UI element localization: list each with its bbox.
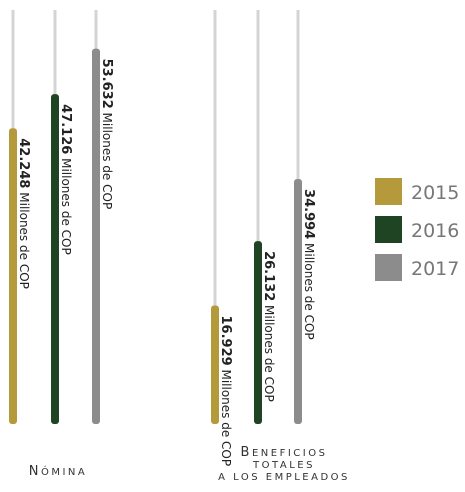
value-label: 34.994 Millones de COP [301, 189, 316, 340]
value-label: 53.632 Millones de COP [99, 59, 114, 210]
value-label: 16.929 Millones de COP [218, 315, 233, 466]
category-label: NÓMINA [29, 464, 88, 479]
bar-track [213, 10, 217, 424]
category-label: A LOS EMPLEADOS [218, 472, 350, 483]
value-label: 47.126 Millones de COP [58, 104, 73, 255]
bar [294, 179, 302, 424]
legend-swatch [375, 178, 402, 205]
bar [92, 48, 100, 425]
legend-swatch [375, 254, 402, 281]
legend: 2015 2016 2017 [375, 178, 459, 281]
legend-label: 2016 [411, 220, 459, 242]
legend-label: 2015 [411, 182, 459, 204]
bars [9, 48, 302, 425]
bar [211, 305, 219, 424]
bar [9, 128, 17, 424]
legend-swatch [375, 216, 402, 243]
value-label: 26.132 Millones de COP [261, 251, 276, 402]
bar [254, 241, 262, 424]
bar-track [256, 10, 260, 424]
category-label: BENEFICIOS [241, 445, 328, 460]
value-labels: 42.248 Millones de COP 47.126 Millones de… [16, 59, 316, 467]
legend-label: 2017 [411, 258, 459, 280]
value-label: 42.248 Millones de COP [16, 138, 31, 289]
category-label: TOTALES [252, 460, 315, 471]
bar [51, 94, 59, 425]
